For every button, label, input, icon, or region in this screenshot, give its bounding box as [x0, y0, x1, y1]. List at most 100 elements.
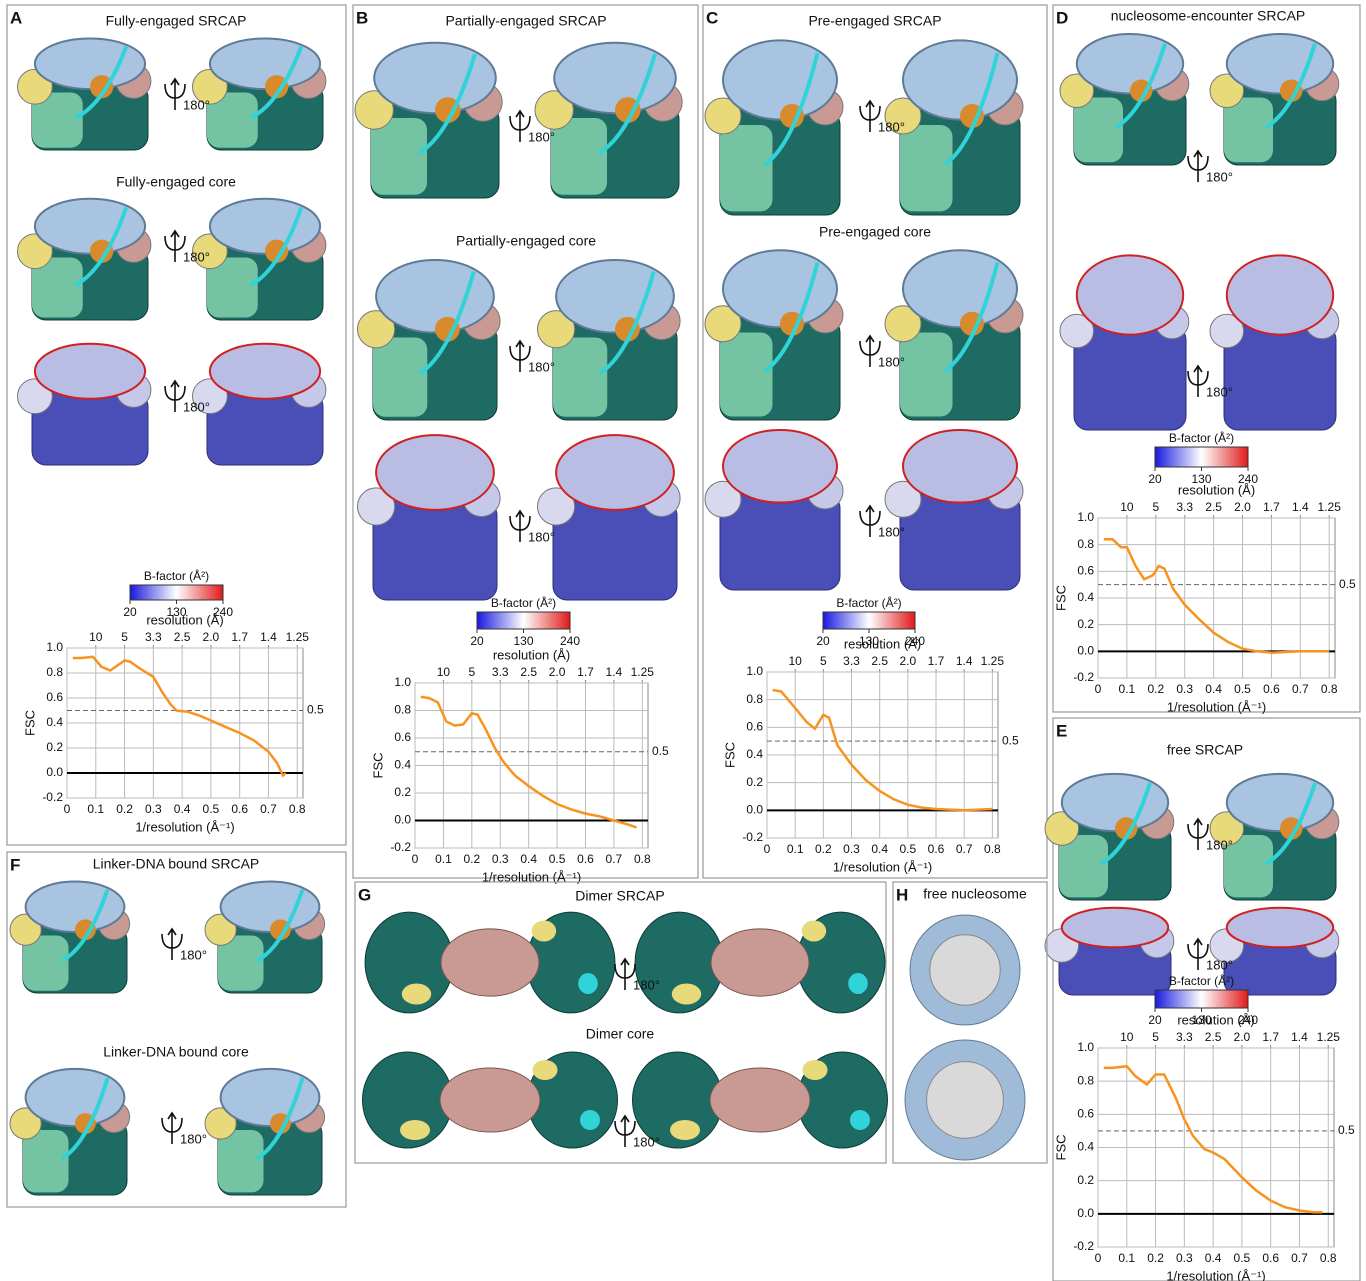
structure [720, 333, 773, 417]
figure: AFully-engaged SRCAPFully-engaged core18… [0, 0, 1366, 1281]
x-tick-label: 0.1 [1118, 1251, 1135, 1265]
y-tick-label: 1.0 [746, 664, 763, 678]
colorbar-tick-label: 20 [1148, 1013, 1162, 1027]
structure [850, 1110, 870, 1130]
x-tick-label: 0.6 [928, 842, 945, 856]
top-tick-label: 5 [468, 665, 475, 679]
x-tick-label: 0.2 [1147, 682, 1164, 696]
panel-title: Linker-DNA bound core [103, 1044, 249, 1060]
panel-title: Pre-engaged SRCAP [808, 13, 941, 29]
x-tick-label: 0.5 [203, 802, 220, 816]
structure [803, 1060, 828, 1080]
colorbar-tick-label: 20 [1148, 472, 1162, 486]
structure [1062, 774, 1168, 831]
structure [221, 1069, 320, 1126]
rotation-icon [510, 111, 530, 142]
top-tick-label: 2.5 [1205, 1030, 1222, 1044]
rotation-icon [860, 336, 880, 367]
y-tick-label: 0.0 [1077, 1206, 1094, 1220]
x-tick-label: 0.5 [1234, 1251, 1251, 1265]
fsc-curve [773, 690, 993, 810]
x-tick-label: 0.1 [435, 852, 452, 866]
fsc-curve [73, 657, 286, 776]
threshold-label: 0.5 [1002, 733, 1019, 747]
top-tick-label: 2.0 [549, 665, 566, 679]
top-tick-label: 1.7 [1262, 1030, 1279, 1044]
rotation-icon [1188, 939, 1208, 970]
fsc-curve [1104, 539, 1329, 652]
panel-title: Dimer core [586, 1026, 655, 1042]
structure [210, 199, 320, 254]
y-tick-label: 1.0 [1077, 510, 1094, 524]
y-tick-label: 0.6 [46, 690, 63, 704]
y-tick-label: 0.8 [1077, 537, 1094, 551]
y-tick-label: 0.6 [394, 730, 411, 744]
structure [35, 38, 145, 89]
top-tick-label: 2.5 [520, 665, 537, 679]
structure [210, 38, 320, 89]
x-tick-label: 0.6 [1263, 682, 1280, 696]
structure [1077, 34, 1183, 93]
structure [720, 125, 773, 211]
top-tick-label: 5 [121, 630, 128, 644]
x-tick-label: 0.6 [577, 852, 594, 866]
panel-letter: H [896, 885, 908, 904]
panel-letter: B [356, 8, 368, 27]
x-tick-label: 0.4 [1205, 682, 1222, 696]
structure [400, 1120, 430, 1140]
structure [556, 260, 674, 333]
x-tick-label: 0.4 [520, 852, 537, 866]
x-tick-label: 0 [764, 842, 771, 856]
structure [26, 1069, 125, 1126]
structure [723, 430, 837, 503]
rotation-label: 180° [528, 359, 555, 374]
y-tick-label: 0.6 [1077, 564, 1094, 578]
top-tick-label: 1.4 [606, 665, 623, 679]
colorbar [1155, 990, 1248, 1008]
structure [376, 260, 494, 333]
rotation-label: 180° [183, 97, 210, 112]
rotation-icon [162, 929, 182, 960]
top-tick-label: 10 [89, 630, 103, 644]
y-axis-label: FSC [370, 753, 385, 779]
structure [670, 1120, 700, 1140]
top-tick-label: 2.5 [1205, 500, 1222, 514]
rotation-label: 180° [1206, 384, 1233, 399]
panel-letter: D [1056, 8, 1068, 27]
top-tick-label: 5 [1152, 1030, 1159, 1044]
colorbar-tick-label: 240 [560, 634, 580, 648]
x-tick-label: 0.1 [1119, 682, 1136, 696]
threshold-label: 0.5 [652, 744, 669, 758]
top-axis-label: resolution (Å) [1177, 1012, 1254, 1027]
y-tick-label: 1.0 [1077, 1040, 1094, 1054]
y-tick-label: 0.8 [746, 692, 763, 706]
x-tick-label: 0.6 [231, 802, 248, 816]
x-tick-label: 0.8 [1320, 1251, 1337, 1265]
structure [900, 125, 953, 211]
structure [900, 333, 953, 417]
structure [35, 344, 145, 399]
structure [1074, 326, 1186, 430]
structure [210, 344, 320, 399]
panel-title: Linker-DNA bound SRCAP [93, 856, 260, 872]
y-tick-label: -0.2 [42, 790, 63, 804]
y-tick-label: 0.2 [1077, 1173, 1094, 1187]
colorbar [1155, 447, 1248, 467]
rotation-label: 180° [183, 399, 210, 414]
colorbar [823, 612, 915, 629]
x-tick-label: 0.7 [1291, 1251, 1308, 1265]
rotation-label: 180° [633, 977, 660, 992]
x-tick-label: 0 [1095, 1251, 1102, 1265]
rotation-label: 180° [1206, 169, 1233, 184]
structure [1227, 34, 1333, 93]
y-tick-label: -0.2 [1073, 670, 1094, 684]
structure [533, 1060, 558, 1080]
rotation-icon [165, 381, 185, 412]
colorbar-tick-label: 20 [816, 634, 830, 648]
structure [553, 338, 607, 417]
structure [1077, 255, 1183, 334]
structure [672, 984, 701, 1005]
rotation-label: 180° [633, 1134, 660, 1149]
y-tick-label: -0.2 [390, 840, 411, 854]
top-tick-label: 2.0 [203, 630, 220, 644]
